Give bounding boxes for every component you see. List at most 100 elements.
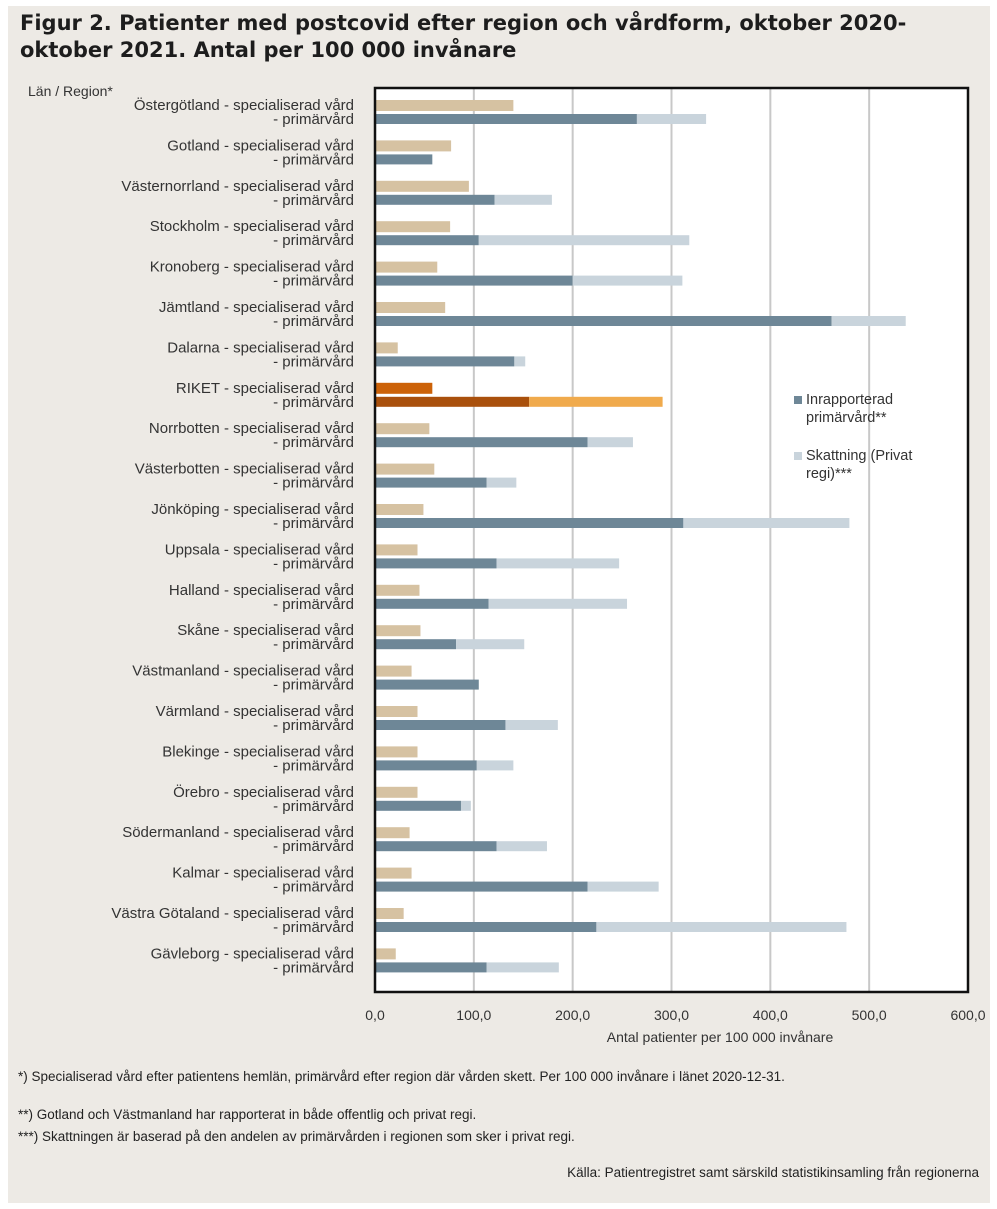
category-sublabel: - primärvård (273, 959, 354, 976)
bar-estimate (683, 518, 850, 528)
bar-specialist (375, 625, 421, 637)
bar-primary (375, 922, 597, 932)
bar-primary (375, 194, 495, 205)
category-label: Uppsala - specialiserad vård (165, 541, 354, 558)
category-label: Gotland - specialiserad vård (167, 137, 354, 154)
bar-primary (375, 841, 497, 852)
category-sublabel: - primärvård (273, 596, 354, 613)
category-label: Östergötland - specialiserad vård (134, 96, 354, 114)
bar-specialist (375, 665, 412, 677)
bar-primary (375, 114, 637, 124)
bar-estimate (596, 922, 847, 932)
bar-estimate (488, 598, 628, 609)
category-label: Örebro - specialiserad vård (173, 783, 354, 801)
category-label: Västmanland - specialiserad vård (132, 663, 354, 680)
bar-primary (375, 154, 433, 165)
category-label: Västerbotten - specialiserad vård (135, 461, 354, 478)
bar-specialist (375, 100, 514, 111)
category-sublabel: - primärvård (273, 232, 354, 249)
legend-estimate-label: Skattning (Privat (806, 448, 912, 464)
footnote-1: *) Specialiserad vård efter patientens h… (18, 1069, 785, 1084)
bar-estimate (831, 316, 906, 326)
x-tick-label: 0,0 (365, 1007, 385, 1023)
x-tick-label: 300,0 (654, 1007, 689, 1023)
category-sublabel: - primärvård (273, 757, 354, 774)
category-sublabel: - primärvård (273, 434, 354, 451)
bar-estimate (476, 760, 514, 771)
bar-primary (375, 356, 515, 367)
bar-specialist (375, 221, 451, 233)
bar-primary (375, 437, 588, 448)
bar-primary (375, 518, 684, 528)
bar-primary (375, 962, 487, 973)
category-label: Stockholm - specialiserad vård (150, 218, 354, 235)
category-label: Södermanland - specialiserad vård (122, 824, 354, 841)
bar-primary (375, 679, 479, 690)
category-label: Norrbotten - specialiserad vård (149, 420, 354, 437)
bar-specialist (375, 261, 438, 273)
bar-estimate (514, 356, 526, 367)
category-sublabel: - primärvård (273, 394, 354, 411)
bar-primary (375, 639, 457, 650)
x-tick-label: 200,0 (555, 1007, 590, 1023)
plot-frame (373, 86, 970, 994)
bar-specialist (375, 140, 452, 152)
bar-primary (375, 477, 487, 488)
legend-estimate-label: regi)*** (806, 466, 852, 482)
footnote-3: ***) Skattningen är baserad på den andel… (18, 1129, 575, 1144)
category-sublabel: - primärvård (273, 475, 354, 492)
bar-specialist (375, 504, 424, 515)
bar-specialist (375, 544, 418, 556)
category-sublabel: - primärvård (273, 313, 354, 330)
category-label: Jämtland - specialiserad vård (159, 299, 354, 316)
category-label: Skåne - specialiserad vård (177, 622, 354, 639)
category-sublabel: - primärvård (273, 273, 354, 290)
category-sublabel: - primärvård (273, 353, 354, 370)
category-label: Blekinge - specialiserad vård (162, 743, 354, 760)
category-label: Gävleborg - specialiserad vård (151, 945, 354, 962)
x-axis-label: Antal patienter per 100 000 invånare (607, 1029, 834, 1045)
category-label: Västernorrland - specialiserad vård (121, 178, 354, 195)
category-label: Jönköping - specialiserad vård (151, 501, 354, 518)
bar-primary (375, 881, 588, 892)
bar-specialist (375, 786, 418, 798)
bar-estimate (529, 396, 663, 407)
bar-primary (375, 235, 479, 246)
bar-specialist (375, 382, 433, 394)
category-label: Kalmar - specialiserad vård (172, 865, 354, 882)
bar-specialist (375, 463, 435, 475)
bar-specialist (375, 746, 418, 758)
bar-specialist (375, 423, 430, 435)
category-sublabel: - primärvård (273, 798, 354, 815)
footnote-2: **) Gotland och Västmanland har rapporte… (18, 1107, 477, 1122)
category-sublabel: - primärvård (273, 636, 354, 653)
bar-estimate (460, 800, 471, 811)
legend-primary-label: primärvård** (806, 410, 887, 426)
bar-estimate (478, 235, 690, 246)
bar-specialist (375, 302, 446, 313)
bar-estimate (496, 841, 547, 852)
category-sublabel: - primärvård (273, 677, 354, 694)
category-label: Västra Götaland - specialiserad vård (111, 905, 354, 922)
bar-primary (375, 598, 489, 609)
legend-estimate-swatch (794, 452, 802, 460)
category-sublabel: - primärvård (273, 515, 354, 532)
bar-estimate (456, 639, 525, 650)
bar-estimate (572, 275, 683, 286)
category-sublabel: - primärvård (273, 919, 354, 936)
bar-estimate (494, 194, 552, 205)
category-label: Värmland - specialiserad vård (156, 703, 354, 720)
category-label: RIKET - specialiserad vård (176, 380, 354, 397)
bar-specialist (375, 948, 396, 960)
bar-primary (375, 558, 497, 569)
bar-specialist (375, 706, 418, 717)
bar-estimate (486, 477, 517, 488)
bar-estimate (496, 558, 620, 569)
bar-estimate (636, 114, 707, 124)
category-sublabel: - primärvård (273, 555, 354, 572)
x-tick-label: 100,0 (456, 1007, 491, 1023)
category-sublabel: - primärvård (273, 717, 354, 734)
category-sublabel: - primärvård (273, 838, 354, 855)
category-header: Län / Region* (28, 83, 113, 99)
